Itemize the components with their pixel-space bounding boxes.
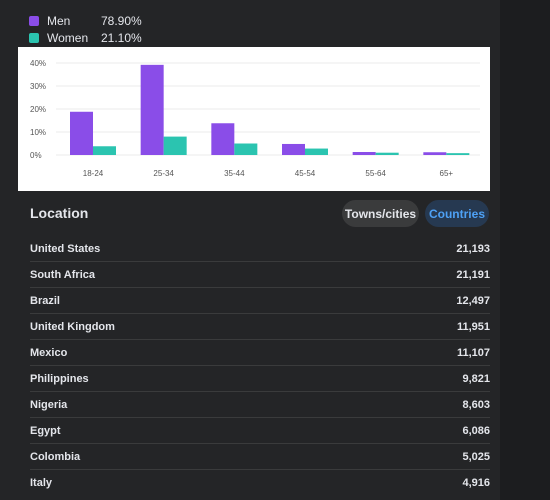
bar-women <box>93 146 116 155</box>
location-row: United States 21,193 <box>30 236 490 262</box>
country-count: 11,107 <box>456 346 490 359</box>
location-row: Egypt 6,086 <box>30 418 490 444</box>
country-count: 8,603 <box>462 398 490 411</box>
bar-men <box>140 64 164 155</box>
bar-men <box>352 152 376 155</box>
country-count: 9,821 <box>462 372 490 385</box>
legend-label: Women <box>47 30 89 45</box>
location-row: Nigeria 8,603 <box>30 392 490 418</box>
country-count: 21,191 <box>456 268 490 281</box>
country-name: Philippines <box>30 372 89 385</box>
location-list: United States 21,193 South Africa 21,191 Bra… <box>30 236 490 495</box>
bar-women <box>446 153 470 155</box>
y-tick-label: 10% <box>30 128 46 137</box>
location-row: Colombia 5,025 <box>30 444 490 470</box>
location-row: Philippines 9,821 <box>30 366 490 392</box>
y-tick-label: 40% <box>30 59 46 68</box>
legend-item-men: Men 78.90% <box>29 12 142 29</box>
country-name: United Kingdom <box>30 320 115 333</box>
legend-value: 78.90% <box>101 13 142 28</box>
x-tick-label: 25-34 <box>153 169 174 178</box>
x-tick-label: 55-64 <box>365 169 386 178</box>
country-name: Colombia <box>30 450 81 463</box>
location-row: Brazil 12,497 <box>30 288 490 314</box>
bar-men <box>423 152 447 155</box>
country-name: Nigeria <box>30 398 68 411</box>
country-name: United States <box>30 242 101 255</box>
x-tick-label: 45-54 <box>295 169 316 178</box>
location-row: South Africa 21,191 <box>30 262 490 288</box>
bar-men <box>211 123 235 155</box>
x-tick-label: 65+ <box>440 169 454 178</box>
country-name: South Africa <box>30 268 95 281</box>
country-count: 11,951 <box>456 320 490 333</box>
bar-women <box>305 148 328 155</box>
location-title: Location <box>30 205 89 221</box>
bar-men <box>282 143 305 155</box>
y-tick-label: 30% <box>30 82 46 91</box>
country-count: 12,497 <box>456 294 490 307</box>
country-name: Italy <box>30 476 53 489</box>
location-row: Mexico 11,107 <box>30 340 490 366</box>
age-gender-chart-svg: 0% 10% 20% 30% 40% 18-24 25-34 35-44 45-54 55-64 6… <box>30 59 480 178</box>
y-tick-label: 0% <box>30 151 42 160</box>
bar-women <box>163 136 187 155</box>
country-count: 21,193 <box>456 242 490 255</box>
legend-value: 21.10% <box>101 30 142 45</box>
location-row: Italy 4,916 <box>30 470 490 495</box>
age-gender-chart: 0% 10% 20% 30% 40% 18-24 25-34 35-44 45-54 55-64 6… <box>18 47 490 191</box>
country-count: 5,025 <box>462 450 490 463</box>
women-swatch <box>29 32 39 43</box>
men-swatch <box>29 15 39 26</box>
x-tick-label: 18-24 <box>83 169 104 178</box>
bar-women <box>234 143 258 155</box>
gender-legend: Men 78.90% Women 21.10% <box>29 12 142 46</box>
location-row: United Kingdom 11,951 <box>30 314 490 340</box>
scroll-gutter <box>500 0 550 500</box>
country-name: Mexico <box>30 346 68 359</box>
legend-item-women: Women 21.10% <box>29 29 142 46</box>
bar-women <box>375 152 399 155</box>
country-count: 6,086 <box>462 424 490 437</box>
country-name: Egypt <box>30 424 61 437</box>
y-tick-label: 20% <box>30 105 46 114</box>
country-name: Brazil <box>30 294 60 307</box>
towns-cities-tab[interactable]: Towns/cities <box>342 200 419 227</box>
audience-panel: Men 78.90% Women 21.10% 0% 10% 20% 30% 40% 18… <box>18 12 490 495</box>
x-tick-label: 35-44 <box>224 169 245 178</box>
country-count: 4,916 <box>462 476 490 489</box>
legend-label: Men <box>47 13 71 28</box>
bar-men <box>70 111 93 155</box>
countries-tab[interactable]: Countries <box>425 200 489 227</box>
